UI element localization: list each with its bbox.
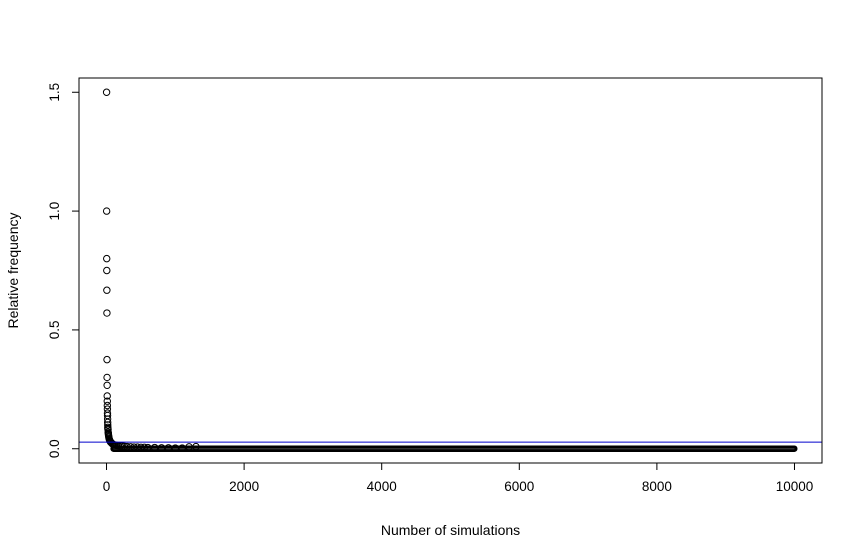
data-point [103,401,112,410]
x-tick-label: 10000 [776,479,814,494]
y-tick-label: 0.5 [47,321,62,340]
data-point [123,442,131,451]
data-point [103,397,111,405]
dense-point-band [110,445,798,452]
data-point [103,355,111,364]
data-point [102,88,111,96]
data-point [140,443,149,452]
y-tick-label: 1.0 [47,202,62,221]
data-point [103,266,111,275]
data-point [103,373,111,382]
data-points [102,88,200,452]
plot-frame [78,77,823,464]
data-point [103,254,111,263]
data-point [103,286,111,294]
x-tick-label: 4000 [367,479,397,494]
data-point [192,442,200,451]
y-axis: 0.0 0.5 1.0 1.5 [47,83,80,458]
data-point [103,392,111,400]
data-point [178,444,186,452]
y-axis-label: Relative frequency [5,213,21,329]
x-axis-label: Number of simulations [381,522,520,538]
data-point [103,381,111,389]
x-axis: 0 2000 4000 6000 8000 10000 [103,462,814,494]
data-point [104,421,112,429]
y-tick-label: 1.5 [47,83,62,102]
x-tick-label: 2000 [229,479,259,494]
y-tick-label: 0.0 [47,439,62,458]
x-tick-label: 6000 [504,479,534,494]
data-point [102,207,111,215]
x-tick-label: 8000 [642,479,672,494]
data-point [103,309,111,317]
x-tick-label: 0 [103,479,111,494]
